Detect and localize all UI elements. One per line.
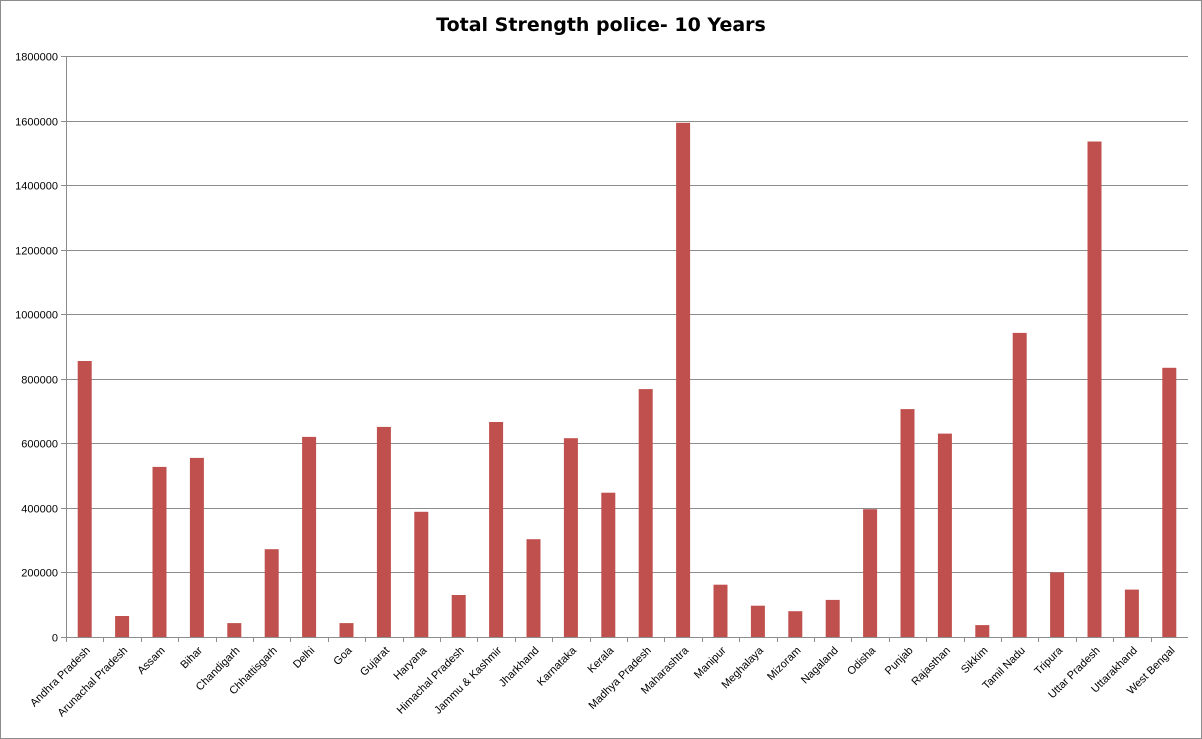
bar — [526, 539, 541, 637]
bar — [1012, 332, 1027, 637]
bar — [264, 549, 279, 637]
chart-title: Total Strength police- 10 Years — [436, 14, 766, 36]
y-tick-label: 400000 — [21, 504, 58, 516]
bar — [638, 389, 653, 637]
x-tick-label: Tripura — [1032, 644, 1065, 677]
y-tick-label: 1400000 — [15, 181, 58, 193]
bar — [189, 457, 204, 637]
y-tick-label: 0 — [52, 633, 58, 645]
x-tick-label: Punjab — [883, 645, 916, 678]
x-tick-label: Manipur — [692, 644, 729, 681]
bar — [1162, 367, 1177, 637]
x-tick-label: Karnataka — [535, 644, 580, 689]
bar — [750, 605, 765, 637]
bar — [1124, 589, 1139, 637]
x-tick-label: Goa — [331, 644, 355, 668]
x-tick-label: Delhi — [291, 645, 317, 671]
bars — [77, 122, 1177, 638]
bar — [302, 436, 317, 637]
x-tick-label: Assam — [135, 645, 167, 677]
y-tick-label: 200000 — [21, 568, 58, 580]
bar — [227, 623, 242, 637]
x-tick-label: Himachal Pradesh — [395, 645, 467, 717]
x-tick-label: Odisha — [845, 644, 879, 678]
x-tick-label: Gujarat — [358, 645, 392, 679]
bar — [676, 122, 691, 638]
bar — [376, 426, 391, 637]
y-tick-label: 600000 — [21, 439, 58, 451]
bar — [900, 409, 915, 637]
x-tick-label: Rajasthan — [910, 645, 954, 689]
y-tick-label: 800000 — [21, 375, 58, 387]
x-tick-label: Sikkim — [959, 645, 990, 676]
x-tick-label: Arunachal Pradesh — [56, 645, 131, 720]
bar — [713, 584, 728, 637]
bar — [77, 361, 92, 637]
bar — [863, 509, 878, 637]
bar — [152, 466, 167, 637]
bar — [601, 492, 616, 637]
x-tick-label: Mizoram — [765, 645, 803, 683]
y-axis-ticks: 0 200000 400000 600000 800000 1000000 1200000 1… — [15, 52, 66, 645]
bar — [937, 433, 952, 637]
x-tick-label: Kerala — [585, 644, 617, 676]
gridlines — [66, 56, 1188, 573]
bar — [1050, 572, 1065, 637]
x-tick-label: Nagaland — [799, 645, 841, 687]
bar — [563, 438, 578, 637]
bar — [975, 625, 990, 637]
bar — [1087, 141, 1102, 637]
x-tick-label: Haryana — [392, 644, 431, 683]
x-tick-label: Bihar — [178, 644, 205, 671]
bar — [115, 616, 130, 637]
bar — [489, 422, 504, 637]
y-tick-label: 1200000 — [15, 246, 58, 258]
bar — [339, 623, 354, 637]
x-tick-label: Jammu & Kashmir — [432, 644, 504, 716]
bar — [788, 611, 803, 637]
bar — [825, 599, 840, 637]
y-tick-label: 1600000 — [15, 117, 58, 129]
x-tick-label: Jharkhand — [497, 645, 542, 690]
y-tick-label: 1800000 — [15, 52, 58, 64]
y-tick-label: 1000000 — [15, 310, 58, 322]
bar — [414, 511, 429, 637]
bar — [451, 595, 466, 637]
